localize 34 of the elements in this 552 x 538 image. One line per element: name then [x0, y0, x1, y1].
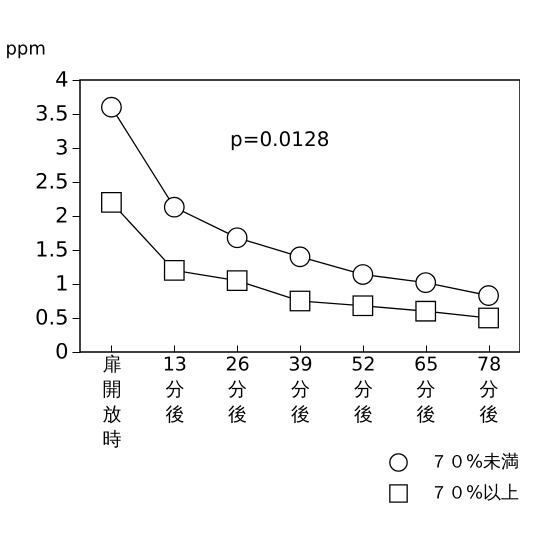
point	[164, 196, 185, 218]
x-tick-label: 78分後	[476, 354, 502, 426]
y-tick-label: 4	[55, 68, 68, 92]
y-tick-label: 0.5	[35, 306, 68, 330]
x-tick-label: 52分後	[351, 354, 376, 426]
legend-label: ７０%未満	[430, 452, 520, 472]
y-tick-label: 3.5	[35, 102, 68, 126]
x-tick-label: 13分後	[162, 354, 187, 426]
x-tick-label: 65分後	[414, 354, 438, 426]
point	[290, 290, 310, 312]
point	[478, 308, 499, 328]
point	[101, 96, 122, 118]
point	[478, 285, 499, 306]
point	[101, 192, 122, 213]
y-tick-label: 0	[55, 340, 68, 364]
y-axis-title: ppm	[6, 38, 46, 60]
x-tick-label: 39分後	[288, 354, 313, 426]
point	[226, 227, 248, 248]
y-tick-label: 3	[55, 136, 68, 160]
point	[290, 246, 310, 268]
point	[226, 270, 248, 291]
point	[352, 295, 374, 316]
point	[164, 260, 185, 281]
legend-label: ７０%以上	[430, 482, 520, 504]
point	[415, 300, 436, 322]
y-tick-label: 2	[55, 204, 68, 228]
annotation: p=0.0128	[230, 127, 330, 151]
point	[352, 264, 374, 285]
x-tick-label: 扉開放時	[102, 354, 122, 450]
y-tick-label: 1	[55, 272, 68, 296]
x-tick-label: 26分後	[226, 354, 250, 426]
y-tick-label: 2.5	[35, 170, 68, 194]
y-tick-label: 1.5	[35, 238, 68, 262]
point	[415, 272, 436, 294]
